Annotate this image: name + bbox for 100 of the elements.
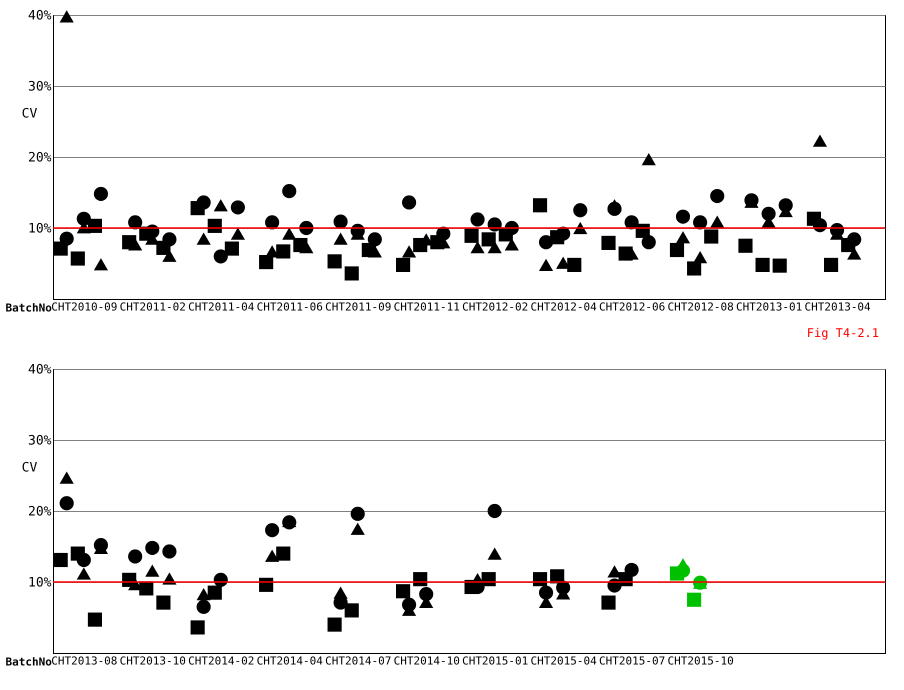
point <box>676 564 690 578</box>
point <box>538 258 554 272</box>
point <box>642 235 656 250</box>
point <box>693 250 708 264</box>
point <box>230 228 245 240</box>
x-tick-label: CHT2012-06 <box>599 300 666 314</box>
x-tick-label: CHT2014-04 <box>256 654 324 668</box>
point <box>538 586 554 600</box>
point <box>334 214 348 229</box>
point <box>196 195 211 210</box>
point <box>94 258 108 270</box>
x-tick-label: CHT2012-02 <box>462 300 528 314</box>
point <box>368 232 382 246</box>
point <box>230 200 245 214</box>
point <box>556 226 570 241</box>
point <box>299 241 314 254</box>
point <box>504 238 519 250</box>
point <box>710 215 724 228</box>
point <box>693 215 708 230</box>
point <box>350 506 365 521</box>
point <box>94 538 108 552</box>
x-axis-title: BatchNo <box>6 656 52 668</box>
point <box>368 245 382 258</box>
x-tick-label: CHT2012-08 <box>667 300 734 314</box>
point <box>76 567 91 580</box>
point <box>94 186 108 201</box>
point <box>196 232 211 245</box>
point <box>624 215 639 230</box>
point <box>196 600 211 614</box>
x-tick-label: CHT2013-08 <box>51 654 118 668</box>
point <box>282 184 296 198</box>
x-tick-label: CHT2013-01 <box>736 300 802 314</box>
x-tick-label: CHT2011-02 <box>120 300 186 314</box>
point <box>350 522 365 535</box>
y-tick-label: 20% <box>28 504 52 520</box>
point <box>642 153 656 166</box>
y-tick-label: 40% <box>28 8 52 24</box>
point <box>676 210 690 224</box>
point <box>76 552 91 568</box>
point <box>196 588 211 600</box>
y-tick-label: 10% <box>28 576 52 590</box>
point <box>334 232 348 245</box>
x-tick-label: CHT2011-11 <box>394 300 460 314</box>
point <box>676 231 690 244</box>
x-tick-label: CHT2014-07 <box>325 654 392 668</box>
x-tick-label: CHT2015-01 <box>462 654 528 668</box>
x-tick-label: CHT2015-10 <box>667 654 734 668</box>
y-tick-label: 10% <box>28 222 52 236</box>
point <box>162 250 176 262</box>
x-tick-label: CHT2011-04 <box>188 300 255 314</box>
point <box>60 496 74 510</box>
point <box>573 203 588 218</box>
point <box>265 523 280 538</box>
point <box>128 549 142 564</box>
point <box>847 232 862 246</box>
y-axis-title: CV <box>22 460 38 476</box>
caption: Fig T4-2.1 <box>806 326 879 340</box>
point <box>128 215 142 230</box>
point <box>145 564 160 577</box>
point <box>145 540 160 555</box>
point <box>470 212 485 227</box>
point <box>812 134 828 147</box>
point <box>419 587 434 602</box>
point <box>624 562 639 577</box>
y-tick-label: 40% <box>28 362 52 378</box>
x-tick-label: CHT2015-07 <box>599 654 666 668</box>
point <box>607 202 622 216</box>
point <box>60 232 74 246</box>
point <box>538 235 554 250</box>
y-tick-label: 30% <box>28 80 52 94</box>
x-axis-title: BatchNo <box>6 302 52 314</box>
x-tick-label: CHT2011-06 <box>256 300 323 314</box>
x-tick-label: CHT2013-04 <box>804 300 872 314</box>
point <box>214 249 228 264</box>
point <box>436 226 450 241</box>
point <box>847 247 862 260</box>
point <box>556 580 570 595</box>
point <box>710 188 724 204</box>
point <box>214 199 228 212</box>
x-tick-label: CHT2014-10 <box>394 654 460 668</box>
point <box>60 472 74 484</box>
point <box>762 206 776 221</box>
point <box>488 504 502 518</box>
y-tick-label: 30% <box>28 434 52 448</box>
point <box>265 215 280 230</box>
point <box>402 195 416 210</box>
point <box>128 238 142 250</box>
y-axis-title: CV <box>22 106 38 122</box>
y-tick-label: 20% <box>28 150 52 166</box>
point <box>265 550 280 562</box>
point <box>402 245 416 258</box>
x-tick-label: CHT2014-02 <box>188 654 254 668</box>
x-tick-label: CHT2015-04 <box>530 654 598 668</box>
x-tick-label: CHT2011-09 <box>325 300 392 314</box>
point <box>488 241 502 254</box>
x-tick-label: CHT2013-10 <box>120 654 186 668</box>
point <box>76 212 91 226</box>
x-tick-label: CHT2010-09 <box>51 300 118 314</box>
point <box>162 544 176 559</box>
point <box>162 232 176 246</box>
